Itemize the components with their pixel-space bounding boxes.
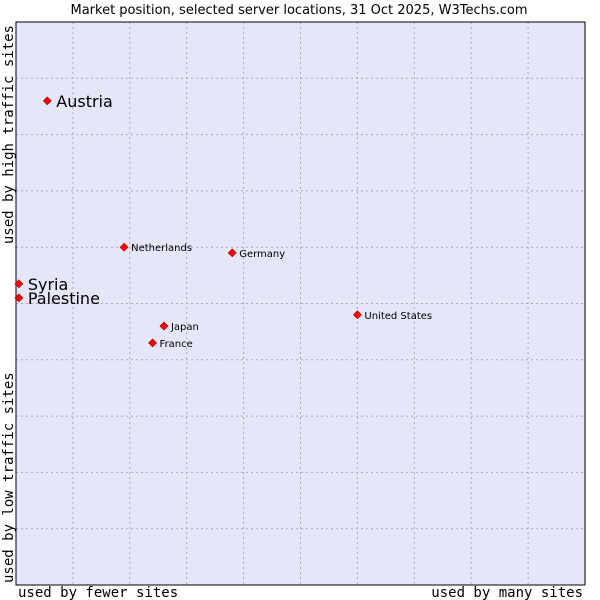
x-axis-label-left: used by fewer sites (18, 585, 178, 600)
point-label-united-states: United States (364, 311, 432, 322)
data-point-japan (159, 321, 169, 331)
point-label-japan: Japan (170, 322, 199, 333)
point-label-austria: Austria (56, 92, 113, 111)
x-axis-label-right: used by many sites (431, 585, 583, 600)
point-label-syria: Syria (28, 275, 68, 294)
y-axis-label-top: used by high traffic sites (1, 25, 17, 244)
point-label-palestine: Palestine (28, 289, 100, 308)
data-point-austria (42, 96, 52, 106)
point-label-germany: Germany (239, 249, 285, 260)
data-point-netherlands (119, 242, 129, 252)
data-point-germany (227, 248, 237, 258)
data-point-united-states (352, 310, 362, 320)
data-point-palestine (14, 293, 24, 303)
point-label-netherlands: Netherlands (131, 243, 192, 254)
plot-frame (15, 21, 586, 586)
chart-title: Market position, selected server locatio… (70, 3, 527, 18)
y-axis-label-bottom: used by low traffic sites (1, 372, 17, 583)
data-point-france (148, 338, 157, 348)
point-label-france: France (160, 339, 193, 350)
grid-lines (16, 22, 585, 585)
data-point-syria (14, 279, 24, 289)
